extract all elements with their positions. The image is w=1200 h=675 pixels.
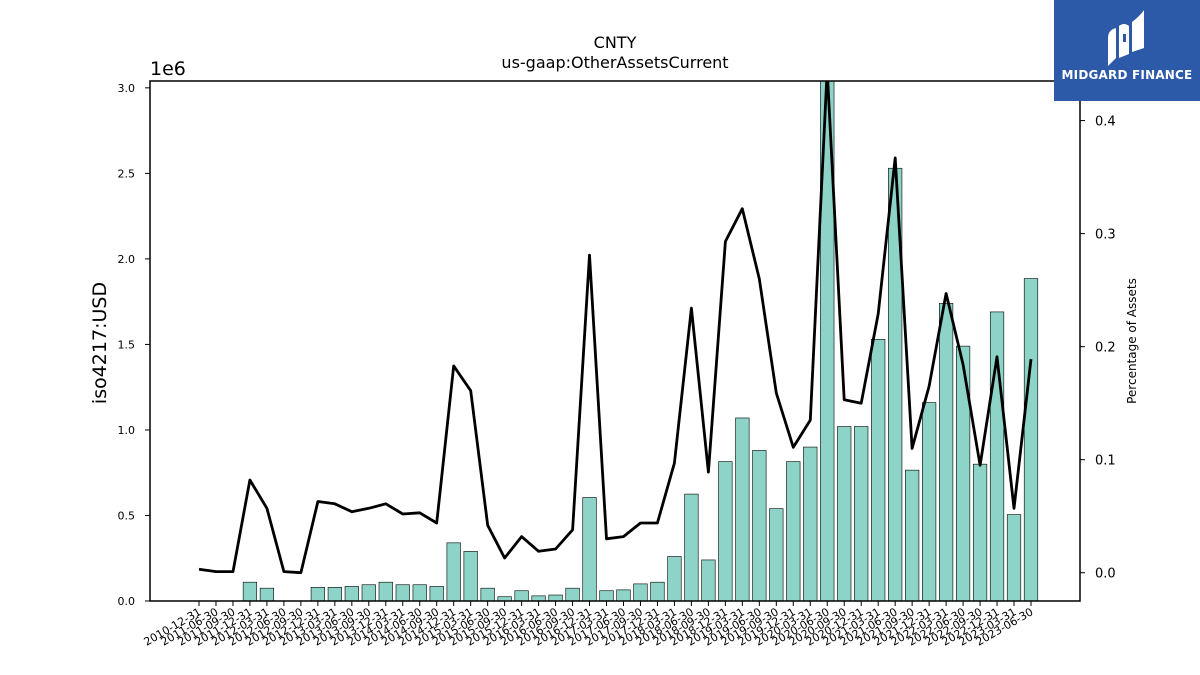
bar xyxy=(327,587,342,601)
y-axis-label: iso4217:USD xyxy=(89,282,111,404)
bar xyxy=(854,426,869,601)
y-tick-label: 1.5 xyxy=(118,338,136,351)
bar xyxy=(548,594,563,601)
plot-frame xyxy=(149,80,1081,602)
bar xyxy=(582,497,597,601)
bar xyxy=(514,590,529,601)
y-tick-label: 2.0 xyxy=(118,253,136,266)
bar xyxy=(769,508,784,601)
bar xyxy=(701,559,716,601)
bar xyxy=(752,450,767,601)
bar xyxy=(972,463,988,601)
bar xyxy=(310,587,325,601)
bar xyxy=(531,595,546,601)
y-tick-label: 0.0 xyxy=(118,595,136,608)
y-tick-label: 0.5 xyxy=(118,509,136,522)
bar xyxy=(344,586,359,601)
bar xyxy=(463,551,478,601)
bar xyxy=(565,587,580,601)
bar xyxy=(667,556,682,601)
brand-logo-icon xyxy=(1108,10,1144,66)
y2-tick-label: 0.0 xyxy=(1095,567,1116,582)
y2-tick-label: 0.3 xyxy=(1095,228,1116,243)
bar xyxy=(242,581,258,601)
bar xyxy=(446,542,461,601)
bar xyxy=(871,338,886,601)
bar xyxy=(786,461,801,601)
brand-name: MIDGARD FINANCE xyxy=(1061,68,1193,82)
bar xyxy=(650,581,665,601)
y2-tick-label: 0.2 xyxy=(1095,341,1116,356)
bar xyxy=(922,402,937,601)
bar xyxy=(259,587,275,601)
bar xyxy=(939,303,954,601)
y-tick-label: 1.0 xyxy=(118,424,136,437)
bar xyxy=(735,417,750,601)
bar xyxy=(378,581,393,601)
bar xyxy=(1023,278,1039,601)
y2-tick-label: 0.4 xyxy=(1095,115,1116,130)
bar xyxy=(684,493,699,601)
bar xyxy=(616,589,631,601)
line-layer xyxy=(198,81,1033,575)
bar xyxy=(599,590,614,601)
y-offset-label: 1e6 xyxy=(150,58,186,80)
chart-title: CNTY xyxy=(594,33,637,52)
y2-tick-label: 0.1 xyxy=(1095,454,1116,469)
bar xyxy=(395,584,410,601)
bar xyxy=(497,596,512,601)
bar xyxy=(1006,514,1022,601)
y2-axis-label: Percentage of Assets xyxy=(1125,278,1139,404)
bar xyxy=(480,587,495,601)
bar xyxy=(820,81,835,601)
axes-layer: 0.00.51.01.52.02.53.00.00.10.20.30.42010… xyxy=(118,80,1116,649)
bar xyxy=(633,583,648,601)
y-tick-label: 2.5 xyxy=(118,167,136,180)
bar xyxy=(955,345,971,601)
y-tick-label: 3.0 xyxy=(118,82,136,95)
bar xyxy=(905,469,920,601)
bar xyxy=(429,586,444,601)
bar xyxy=(989,311,1005,601)
percentage-line xyxy=(198,81,1033,575)
bar xyxy=(837,426,852,601)
brand-logo: MIDGARD FINANCE xyxy=(1054,0,1200,101)
bar xyxy=(412,584,427,601)
bar xyxy=(718,461,733,601)
bar xyxy=(361,584,376,601)
chart-subtitle: us-gaap:OtherAssetsCurrent xyxy=(501,53,728,72)
bar xyxy=(803,446,818,601)
